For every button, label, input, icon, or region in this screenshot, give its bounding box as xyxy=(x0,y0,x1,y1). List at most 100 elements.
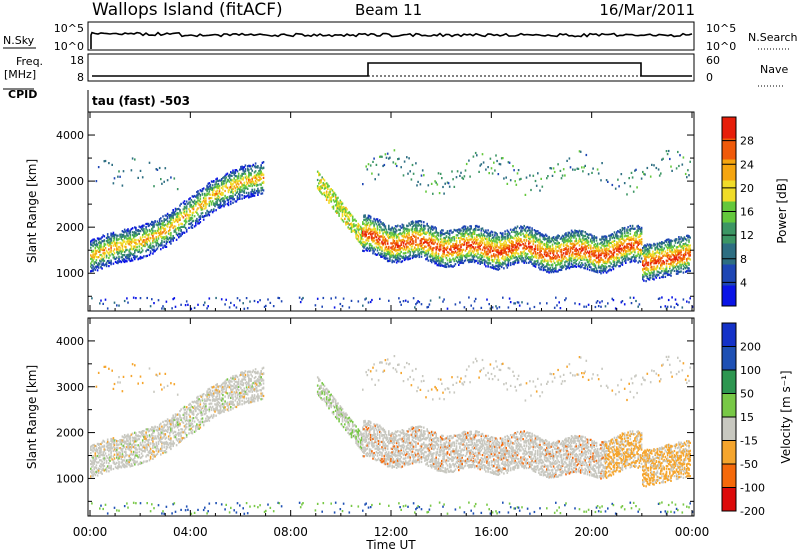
power-cell xyxy=(408,232,410,235)
power-cell xyxy=(614,307,617,310)
power-cell xyxy=(100,245,102,248)
power-cell xyxy=(448,265,451,268)
power-cell xyxy=(220,298,223,301)
power-cell xyxy=(392,241,395,244)
power-cell xyxy=(226,202,229,206)
power-cell xyxy=(625,239,627,242)
power-cell xyxy=(618,265,620,268)
power-cell xyxy=(385,248,388,251)
power-cell xyxy=(460,248,462,251)
power-cell xyxy=(224,189,226,193)
power-cell xyxy=(166,225,169,228)
power-cell xyxy=(660,172,662,175)
power-cell xyxy=(456,248,459,251)
power-cell xyxy=(347,226,349,229)
power-cell xyxy=(131,227,134,230)
power-cell xyxy=(419,220,422,223)
power-cell xyxy=(441,240,443,243)
power-cell xyxy=(590,258,592,261)
power-cell xyxy=(409,238,411,241)
power-cell xyxy=(628,248,630,252)
power-cell xyxy=(342,220,345,223)
power-cell xyxy=(147,235,150,238)
power-cell xyxy=(250,195,252,198)
power-cell xyxy=(450,259,452,262)
power-cell xyxy=(91,257,93,260)
power-cell xyxy=(529,250,531,253)
power-cell xyxy=(495,154,497,157)
power-cell xyxy=(534,234,537,237)
power-cell xyxy=(114,244,117,247)
power-cell xyxy=(616,235,618,238)
power-cell xyxy=(489,231,492,234)
power-cell xyxy=(389,257,391,260)
power-cell xyxy=(171,237,173,240)
power-cell xyxy=(365,225,367,228)
power-cell xyxy=(251,181,253,184)
power-cell xyxy=(588,233,591,236)
power-cell xyxy=(504,245,506,248)
power-cell xyxy=(528,229,530,232)
power-cell xyxy=(350,299,353,302)
power-cell xyxy=(392,245,395,248)
power-cell xyxy=(531,232,533,235)
freq-unit: [MHz] xyxy=(4,68,36,81)
power-cell xyxy=(433,260,435,263)
power-cell xyxy=(342,210,345,213)
power-cell xyxy=(129,243,132,246)
power-cell xyxy=(113,236,116,239)
power-cell xyxy=(259,176,261,179)
power-cell xyxy=(379,219,381,222)
power-cell xyxy=(176,234,179,237)
power-cell xyxy=(249,164,251,167)
power-cell xyxy=(596,256,599,259)
power-cell xyxy=(616,245,618,248)
power-cell xyxy=(200,190,203,193)
power-cell xyxy=(394,248,397,251)
power-cell xyxy=(522,247,524,250)
power-cell xyxy=(487,166,489,169)
power-cell xyxy=(568,157,571,160)
power-cell xyxy=(465,242,468,245)
power-cell xyxy=(451,237,453,240)
power-cell xyxy=(377,237,380,240)
power-cell xyxy=(612,234,615,237)
power-cell xyxy=(511,248,513,252)
power-cell xyxy=(587,236,590,240)
power-cell xyxy=(241,197,243,200)
power-cell xyxy=(126,260,128,263)
power-cell xyxy=(395,234,398,237)
power-cell xyxy=(145,226,147,229)
power-cell xyxy=(327,185,329,188)
power-cell xyxy=(459,232,461,235)
power-cell xyxy=(470,227,472,230)
power-cell xyxy=(376,218,379,221)
power-cell xyxy=(629,232,632,235)
power-cell xyxy=(250,167,252,170)
power-cell xyxy=(583,305,585,308)
power-cell xyxy=(197,213,199,216)
power-cell xyxy=(336,197,338,200)
power-cell xyxy=(321,176,323,179)
power-cell xyxy=(110,234,112,237)
power-cell xyxy=(169,220,171,223)
power-cell xyxy=(439,262,442,265)
power-cell xyxy=(388,245,390,248)
power-cell xyxy=(385,254,388,257)
power-cell xyxy=(368,224,371,227)
power-cell xyxy=(119,260,121,263)
power-cell xyxy=(539,251,541,254)
power-cell xyxy=(416,184,418,187)
power-cell xyxy=(197,220,199,223)
power-cell xyxy=(548,245,550,248)
power-cell xyxy=(386,231,389,234)
power-cell xyxy=(135,226,137,229)
power-cell xyxy=(131,157,134,160)
power-cell xyxy=(322,192,325,195)
power-cell xyxy=(539,240,541,243)
power-cell xyxy=(471,250,474,253)
power-cell xyxy=(540,177,542,180)
power-cell xyxy=(623,248,626,251)
power-cell xyxy=(593,259,595,262)
power-cell xyxy=(482,253,485,256)
